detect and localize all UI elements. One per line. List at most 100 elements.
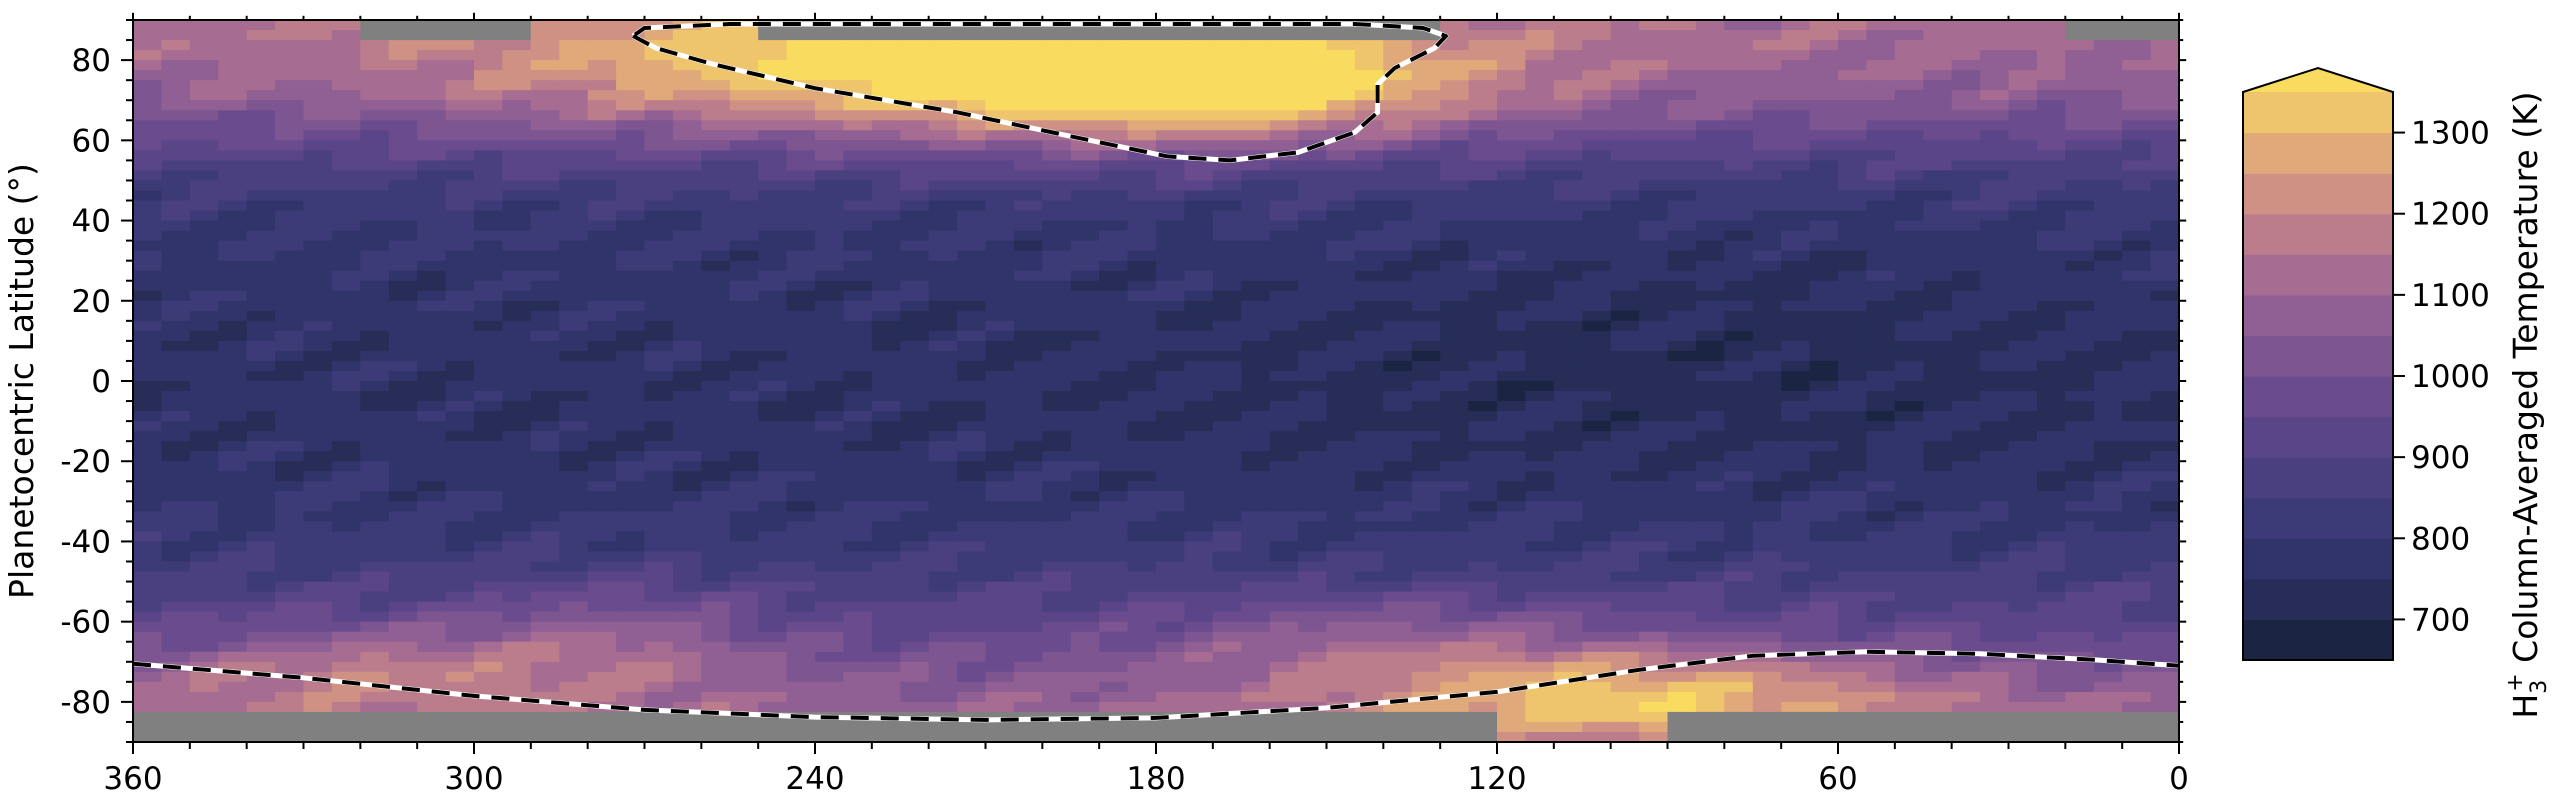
heatmap-cell (1610, 531, 1640, 542)
heatmap-cell (530, 340, 560, 352)
heatmap-cell (218, 511, 248, 522)
heatmap-cell (758, 541, 788, 552)
heatmap-cell (1127, 391, 1157, 402)
heatmap-cell (616, 511, 646, 522)
heatmap-cell (2008, 20, 2038, 31)
heatmap-cell (1156, 681, 1185, 693)
heatmap-cell (1980, 20, 2010, 31)
heatmap-cell (843, 240, 873, 252)
heatmap-cell (1809, 511, 1839, 522)
heatmap-cell (1809, 80, 1839, 91)
heatmap-cell (672, 681, 702, 693)
heatmap-cell (1099, 300, 1129, 312)
heatmap-cell (445, 20, 475, 31)
heatmap-cell (2093, 250, 2123, 262)
heatmap-cell (530, 441, 560, 452)
heatmap-cell (388, 521, 418, 532)
heatmap-cell (189, 90, 219, 101)
heatmap-cell (1099, 541, 1129, 552)
heatmap-cell (530, 130, 560, 141)
heatmap-cell (587, 451, 617, 462)
heatmap-cell (1667, 511, 1697, 522)
heatmap-cell (331, 270, 361, 282)
heatmap-cell (1639, 150, 1669, 161)
heatmap-cell (786, 371, 816, 382)
heatmap-cell (587, 571, 617, 583)
heatmap-cell (1525, 300, 1555, 312)
heatmap-cell (1241, 290, 1271, 302)
heatmap-cell (2093, 150, 2123, 161)
heatmap-cell (1582, 511, 1612, 522)
heatmap-cell (1838, 621, 1867, 633)
heatmap-cell (1894, 20, 1924, 31)
heatmap-cell (1269, 721, 1299, 733)
heatmap-cell (530, 240, 560, 252)
heatmap-cell (900, 220, 930, 232)
heatmap-cell (246, 360, 276, 372)
heatmap-cell (1184, 90, 1214, 101)
heatmap-cell (1070, 641, 1100, 653)
heatmap-cell (1923, 491, 1953, 502)
heatmap-cell (871, 571, 901, 583)
heatmap-cell (161, 20, 191, 31)
heatmap-cell (1468, 631, 1498, 643)
heatmap-cell (616, 230, 646, 242)
heatmap-cell (530, 561, 560, 573)
heatmap-cell (1298, 30, 1328, 41)
heatmap-cell (900, 260, 930, 272)
heatmap-cell (303, 30, 333, 41)
heatmap-cell (957, 300, 987, 312)
heatmap-cell (275, 160, 305, 171)
heatmap-cell (218, 290, 248, 302)
heatmap-cell (1411, 240, 1441, 252)
heatmap-cell (871, 461, 901, 472)
heatmap-cell (1212, 711, 1242, 723)
heatmap-cell (1781, 320, 1811, 332)
heatmap-cell (1980, 661, 2010, 673)
heatmap-cell (1099, 320, 1129, 332)
heatmap-cell (587, 581, 617, 593)
heatmap-cell (1184, 571, 1214, 583)
heatmap-cell (1525, 40, 1555, 51)
heatmap-cell (1781, 120, 1811, 131)
heatmap-cell (303, 411, 333, 422)
heatmap-cell (701, 531, 731, 542)
heatmap-cell (815, 230, 844, 242)
heatmap-cell (502, 591, 532, 603)
heatmap-cell (1838, 130, 1867, 141)
heatmap-cell (1269, 631, 1299, 643)
heatmap-cell (1553, 30, 1583, 41)
heatmap-cell (1497, 30, 1526, 41)
heatmap-cell (1099, 150, 1129, 161)
heatmap-cell (1326, 641, 1356, 653)
heatmap-cell (900, 631, 930, 643)
heatmap-cell (1980, 360, 2010, 372)
heatmap-cell (1866, 210, 1896, 222)
heatmap-cell (1553, 701, 1583, 713)
heatmap-cell (1013, 481, 1043, 492)
heatmap-cell (417, 330, 447, 342)
heatmap-cell (1980, 551, 2010, 563)
heatmap-cell (616, 481, 646, 492)
heatmap-cell (2065, 50, 2095, 61)
heatmap-cell (1326, 631, 1356, 643)
heatmap-cell (2008, 270, 2038, 282)
heatmap-cell (1525, 260, 1555, 272)
heatmap-cell (360, 631, 390, 643)
heatmap-cell (1724, 491, 1754, 502)
heatmap-cell (815, 641, 844, 653)
heatmap-cell (1525, 471, 1555, 482)
heatmap-cell (1440, 220, 1470, 232)
heatmap-cell (1752, 491, 1782, 502)
heatmap-cell (1695, 160, 1725, 171)
heatmap-cell (1440, 290, 1470, 302)
heatmap-cell (701, 661, 731, 673)
heatmap-cell (1610, 611, 1640, 623)
heatmap-cell (1781, 561, 1811, 573)
heatmap-cell (1156, 30, 1185, 41)
heatmap-cell (2036, 732, 2066, 742)
heatmap-cell (1070, 90, 1100, 101)
heatmap-cell (275, 80, 305, 91)
heatmap-cell (672, 581, 702, 593)
heatmap-cell (928, 270, 958, 282)
